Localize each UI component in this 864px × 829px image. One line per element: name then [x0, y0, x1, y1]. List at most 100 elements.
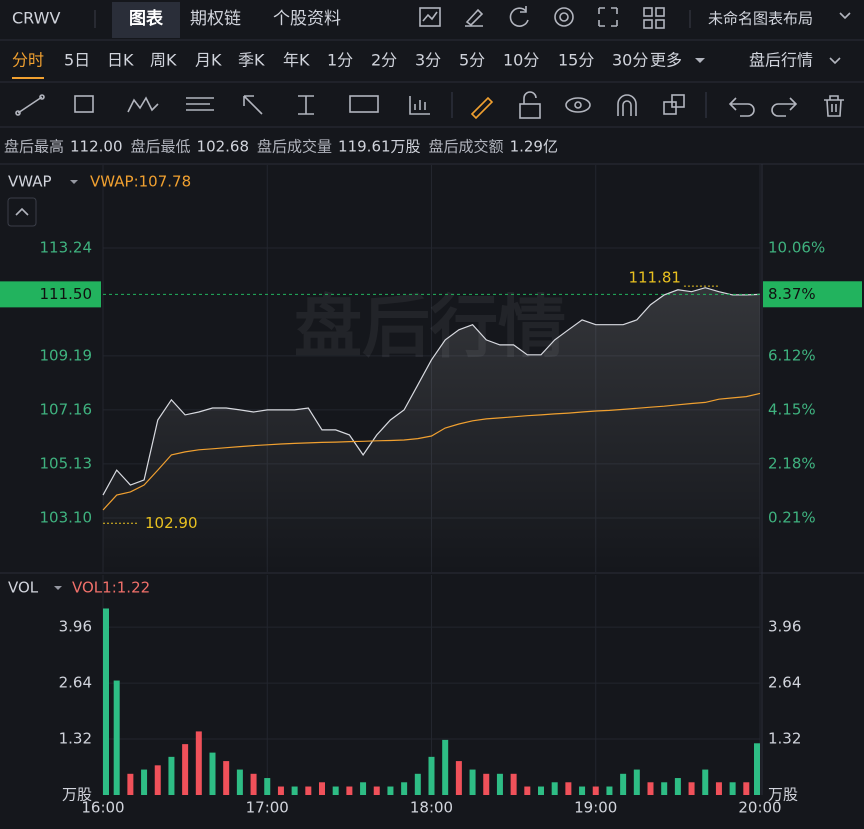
tool-pattern[interactable]	[127, 96, 159, 113]
y-tick-label: 113.24	[40, 239, 93, 257]
period-tab[interactable]: 日K	[107, 51, 134, 70]
tab[interactable]: 个股资料	[273, 9, 341, 29]
legend-label: VWAP:107.78	[90, 173, 191, 191]
period-tab[interactable]: 3分	[415, 51, 441, 70]
tool-magnet[interactable]	[617, 94, 637, 116]
tool-group[interactable]	[663, 101, 677, 115]
volume-bar	[754, 743, 760, 795]
last-price-label: 111.50	[40, 285, 93, 303]
y2-tick-label: 1.32	[768, 730, 801, 748]
y2-tick-label: 6.12%	[768, 346, 816, 364]
volume-bar	[264, 778, 271, 795]
volume-bar	[360, 782, 367, 795]
price-line	[102, 287, 761, 496]
icon-layout[interactable]	[643, 7, 653, 17]
period-tab[interactable]: 2分	[371, 51, 397, 70]
volume-bar	[277, 786, 284, 795]
period-tab[interactable]: 10分	[503, 51, 539, 70]
y-tick-label: 2.64	[59, 674, 92, 692]
period-tab[interactable]: 5日	[64, 51, 90, 70]
tool-text[interactable]	[349, 95, 379, 113]
period-tab[interactable]: 年K	[283, 51, 310, 70]
caret	[15, 207, 29, 216]
period-tab[interactable]: 分时	[12, 51, 44, 70]
x-tick-label: 20:00	[738, 799, 781, 817]
volume-bar	[182, 744, 189, 795]
volume-bar	[661, 782, 668, 795]
volume-bar	[702, 769, 709, 795]
volume-bar	[236, 769, 243, 795]
collapse-button[interactable]	[7, 197, 37, 227]
icon-fullscreen[interactable]	[598, 7, 618, 27]
symbol[interactable]: CRWV	[12, 9, 60, 28]
tool-delete[interactable]	[824, 95, 844, 117]
icon-refresh[interactable]	[509, 6, 529, 27]
tool-undo[interactable]	[728, 97, 755, 117]
tool-measure[interactable]	[298, 95, 314, 115]
volume-bar	[319, 782, 325, 795]
top-icons	[419, 6, 665, 29]
volume-bar	[373, 786, 380, 795]
volume-bar	[715, 782, 722, 795]
indicator-select[interactable]: VOL	[8, 579, 39, 597]
volume-bar	[469, 769, 476, 795]
tool-lock[interactable]	[519, 103, 541, 119]
tool-arrow[interactable]	[243, 95, 263, 115]
y-tick-label: 103.10	[40, 508, 93, 526]
tool-brush[interactable]	[470, 96, 494, 120]
volume-bar	[141, 769, 148, 795]
unit-label: 万股	[768, 786, 798, 804]
tab[interactable]: 期权链	[190, 9, 241, 29]
volume-bar	[250, 773, 257, 795]
period-tab[interactable]: 月K	[195, 51, 222, 70]
tab[interactable]: 图表	[129, 8, 164, 29]
volume-bar	[579, 786, 586, 795]
period-tab[interactable]: 15分	[558, 51, 594, 70]
tool-bars[interactable]	[409, 96, 430, 115]
tool-rect[interactable]	[74, 95, 94, 113]
icon-draw[interactable]	[465, 8, 484, 27]
volume-bar	[455, 761, 462, 795]
y2-tick-label: 2.64	[768, 674, 801, 692]
tab-active-bg	[112, 2, 180, 38]
caret	[829, 57, 841, 65]
info-value: 1.29亿	[510, 138, 558, 156]
volume-bar	[291, 786, 298, 795]
info-label: 盘后最高	[4, 138, 64, 156]
tool-line[interactable]	[17, 96, 43, 114]
x-tick-label: 19:00	[574, 799, 617, 817]
y-tick-label: 105.13	[40, 454, 93, 472]
tool-eye[interactable]	[565, 97, 591, 113]
period-tab[interactable]: 1分	[327, 51, 353, 70]
volume-bar	[168, 756, 175, 795]
volume-bar	[620, 773, 627, 795]
indicator-select[interactable]: VWAP	[8, 173, 52, 191]
session-select[interactable]: 盘后行情	[749, 51, 813, 70]
caret	[70, 180, 78, 184]
tool-fib[interactable]	[186, 97, 214, 111]
y2-tick-label: 2.18%	[768, 454, 816, 472]
period-tab[interactable]: 周K	[150, 51, 177, 70]
icon-chart[interactable]	[419, 7, 441, 27]
unit-label: 万股	[62, 786, 92, 804]
caret	[695, 58, 705, 63]
layout-name[interactable]: 未命名图表布局	[708, 10, 813, 28]
volume-bar	[127, 773, 134, 795]
period-tab[interactable]: 5分	[459, 51, 485, 70]
volume-bar	[483, 773, 490, 795]
info-value: 112.00	[70, 138, 123, 156]
volume-bar	[647, 782, 654, 795]
tool-redo[interactable]	[771, 97, 798, 117]
price-area	[103, 287, 760, 572]
period-tab[interactable]: 季K	[238, 51, 265, 70]
period-tab[interactable]: 30分	[612, 51, 648, 70]
icon-settings[interactable]	[559, 12, 569, 22]
volume-bar	[103, 608, 109, 795]
active-underline	[12, 77, 44, 79]
y-tick-label: 109.19	[40, 346, 93, 364]
info-label: 盘后最低	[131, 138, 191, 156]
volume-bar	[332, 786, 339, 795]
period-more[interactable]: 更多	[650, 51, 682, 70]
legend-label: VOL1:1.22	[72, 579, 150, 597]
